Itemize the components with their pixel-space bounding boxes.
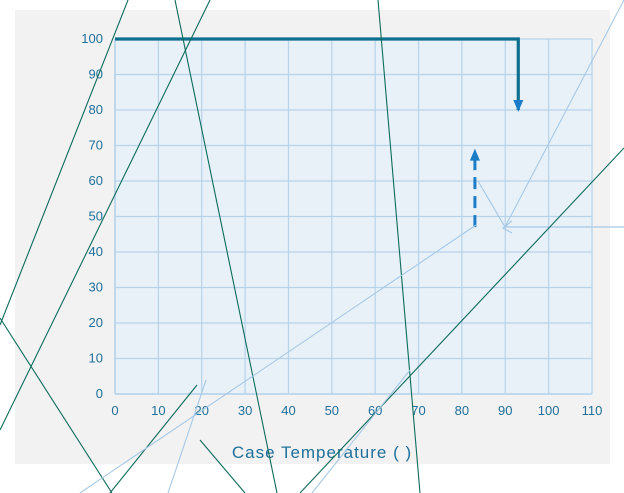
overlay-line-light: [79, 224, 477, 493]
x-tick-label: 100: [538, 403, 560, 418]
overlay-line-dark: [377, 0, 421, 493]
overlay-line-dark: [299, 147, 624, 493]
overlay-line-dark: [0, 0, 129, 326]
x-tick-label: 60: [368, 403, 382, 418]
x-tick-label: 70: [411, 403, 425, 418]
overlay-line-dark: [109, 384, 198, 493]
overlay-line-dark: [199, 439, 246, 493]
series-arrowhead: [513, 100, 524, 112]
y-tick-label: 30: [89, 280, 103, 295]
y-tick-label: 80: [89, 102, 103, 117]
overlay-line-light: [504, 0, 624, 228]
y-tick-label: 70: [89, 138, 103, 153]
y-tick-label: 40: [89, 244, 103, 259]
overlay-line-light: [167, 379, 207, 493]
x-tick-label: 80: [455, 403, 469, 418]
x-tick-label: 0: [111, 403, 118, 418]
overlay-line-dark: [174, 0, 278, 493]
x-tick-label: 90: [498, 403, 512, 418]
y-tick-label: 90: [89, 67, 103, 82]
x-tick-label: 30: [238, 403, 252, 418]
overlay-line-light: [311, 369, 411, 493]
overlay-line-dark: [0, 317, 113, 493]
x-tick-label: 110: [582, 403, 603, 418]
y-tick-label: 0: [96, 386, 103, 401]
y-tick-label: 10: [89, 351, 103, 366]
y-tick-label: 100: [81, 31, 103, 46]
x-tick-label: 40: [281, 403, 295, 418]
x-axis-title: Case Temperature ( ): [232, 443, 412, 462]
dashed-arrow-head: [469, 148, 480, 161]
series-line: [115, 37, 520, 110]
y-tick-label: 50: [89, 209, 103, 224]
x-tick-label: 50: [325, 403, 339, 418]
x-tick-label: 10: [151, 403, 165, 418]
overlay-line-dark: [0, 0, 211, 431]
y-tick-label: 20: [89, 315, 103, 330]
leader-arrowhead: [501, 220, 513, 234]
y-tick-label: 60: [89, 173, 103, 188]
